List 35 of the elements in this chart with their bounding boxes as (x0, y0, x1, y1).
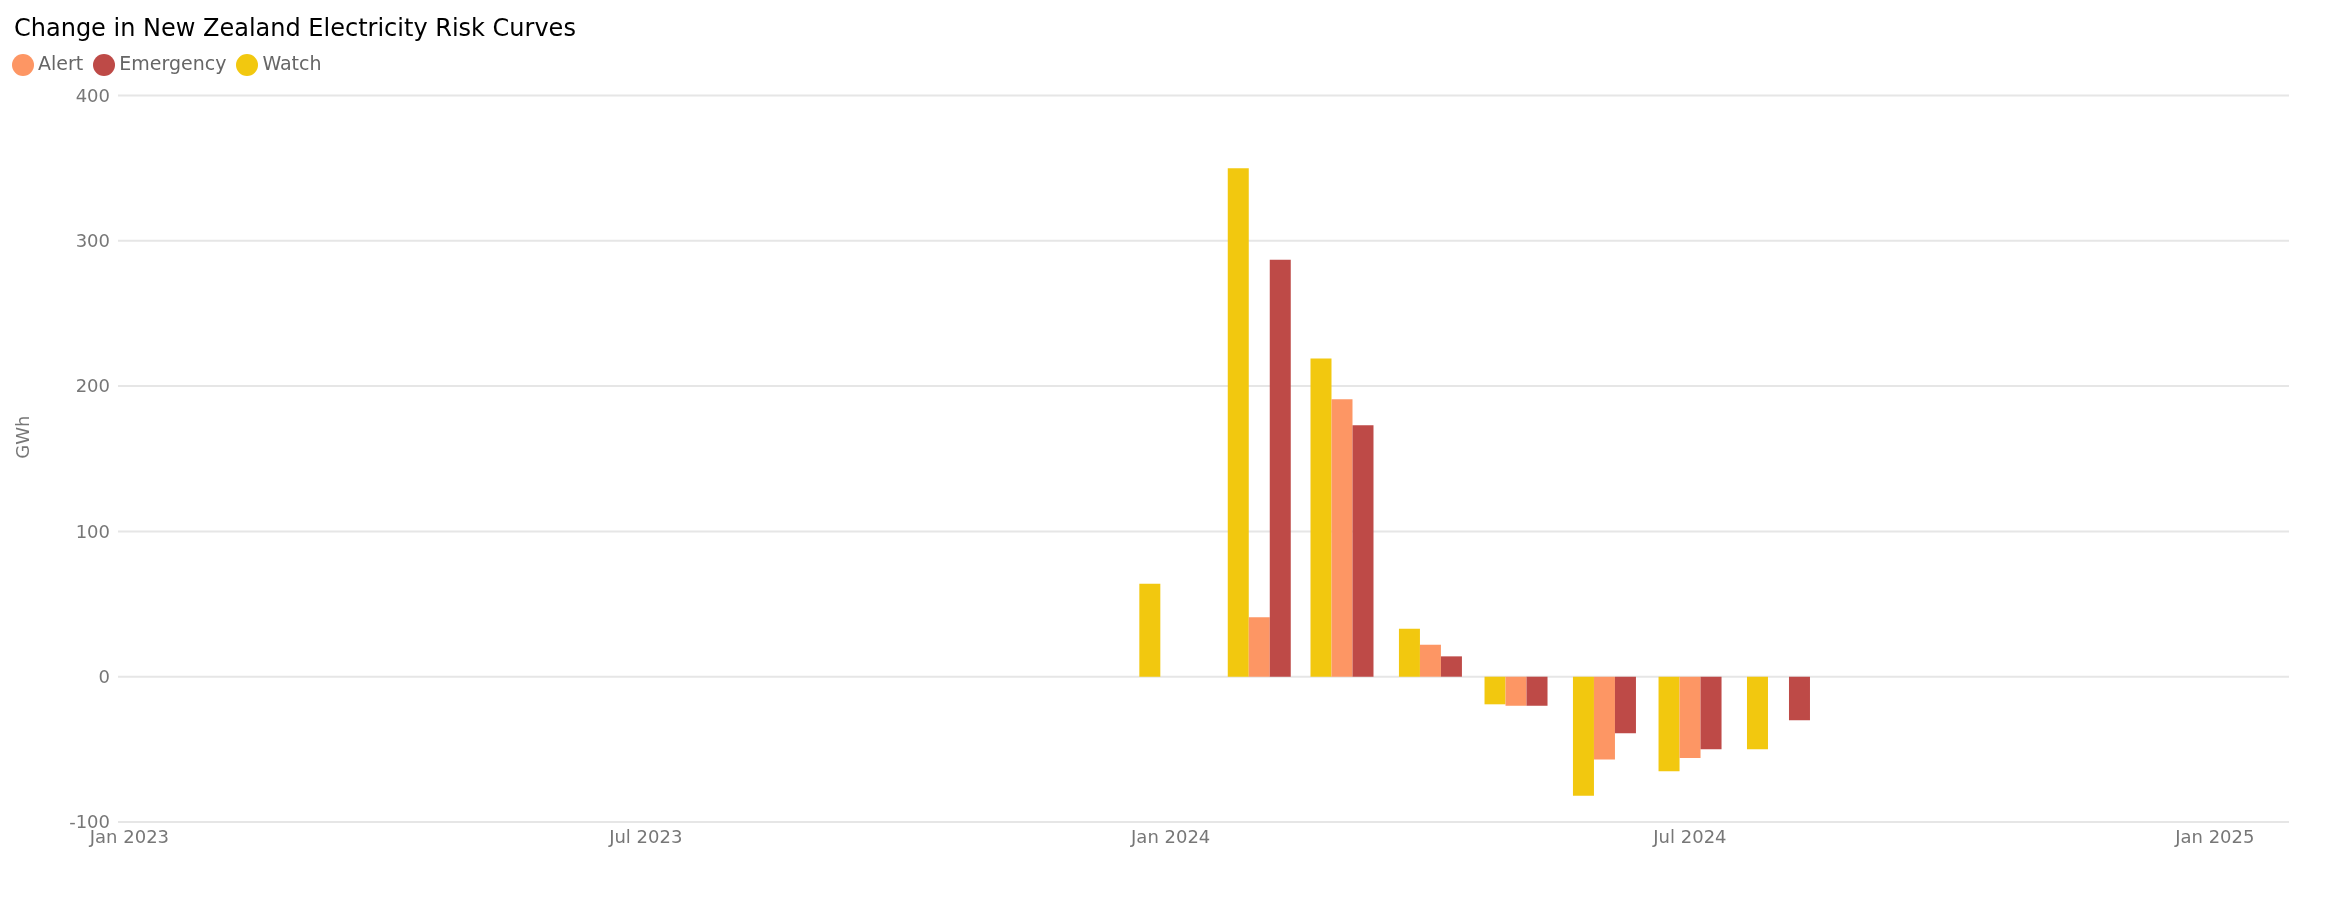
y-tick-label: 0 (98, 666, 110, 688)
bar (1658, 676, 1680, 772)
legend-label: Emergency (119, 52, 227, 74)
x-tick-label: Jan 2025 (2174, 825, 2255, 847)
bar (1419, 644, 1441, 677)
bar (1248, 617, 1270, 677)
bar (1679, 676, 1701, 759)
bar (1398, 628, 1420, 677)
bar (1484, 676, 1506, 705)
y-tick-label: 300 (75, 230, 110, 252)
y-axis-title: GWh (12, 415, 34, 459)
chart-title: Change in New Zealand Electricity Risk Curves (13, 13, 577, 42)
legend-label: Alert (38, 52, 84, 74)
bar (1614, 676, 1636, 734)
bar (1331, 399, 1353, 677)
y-tick-label: 100 (75, 520, 110, 542)
bar (1139, 583, 1161, 677)
legend-label: Watch (262, 52, 322, 74)
bar (1352, 425, 1374, 677)
bar (1440, 656, 1462, 677)
bar (1746, 676, 1768, 750)
bar (1788, 676, 1810, 721)
bar (1572, 676, 1594, 796)
y-tick-label: 200 (75, 375, 110, 397)
x-tick-label: Jul 2024 (1652, 825, 1727, 847)
bar (1505, 676, 1527, 706)
x-tick-label: Jul 2023 (608, 825, 683, 847)
bar (1526, 676, 1548, 706)
x-tick-label: Jan 2024 (1130, 825, 1211, 847)
bar (1310, 358, 1332, 677)
bar (1700, 676, 1722, 750)
bar (1269, 259, 1291, 677)
bar (1593, 676, 1615, 760)
y-tick-label: 400 (75, 84, 110, 106)
bar (1227, 168, 1249, 677)
